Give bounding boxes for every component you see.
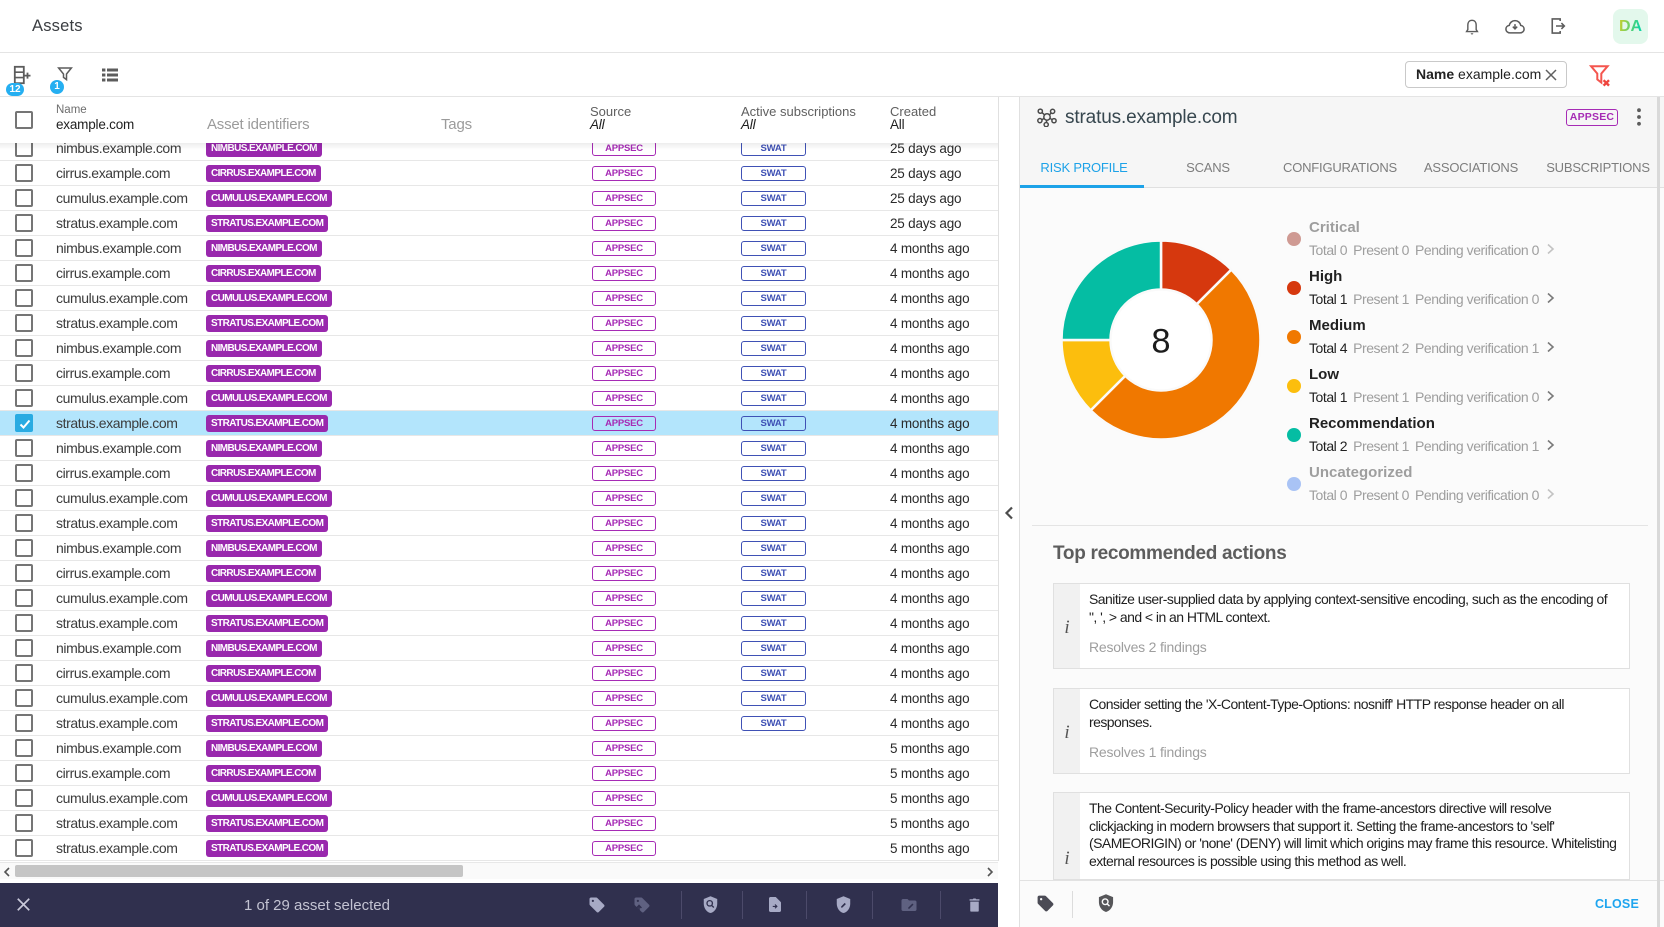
svg-text:8: 8 xyxy=(1151,323,1170,361)
